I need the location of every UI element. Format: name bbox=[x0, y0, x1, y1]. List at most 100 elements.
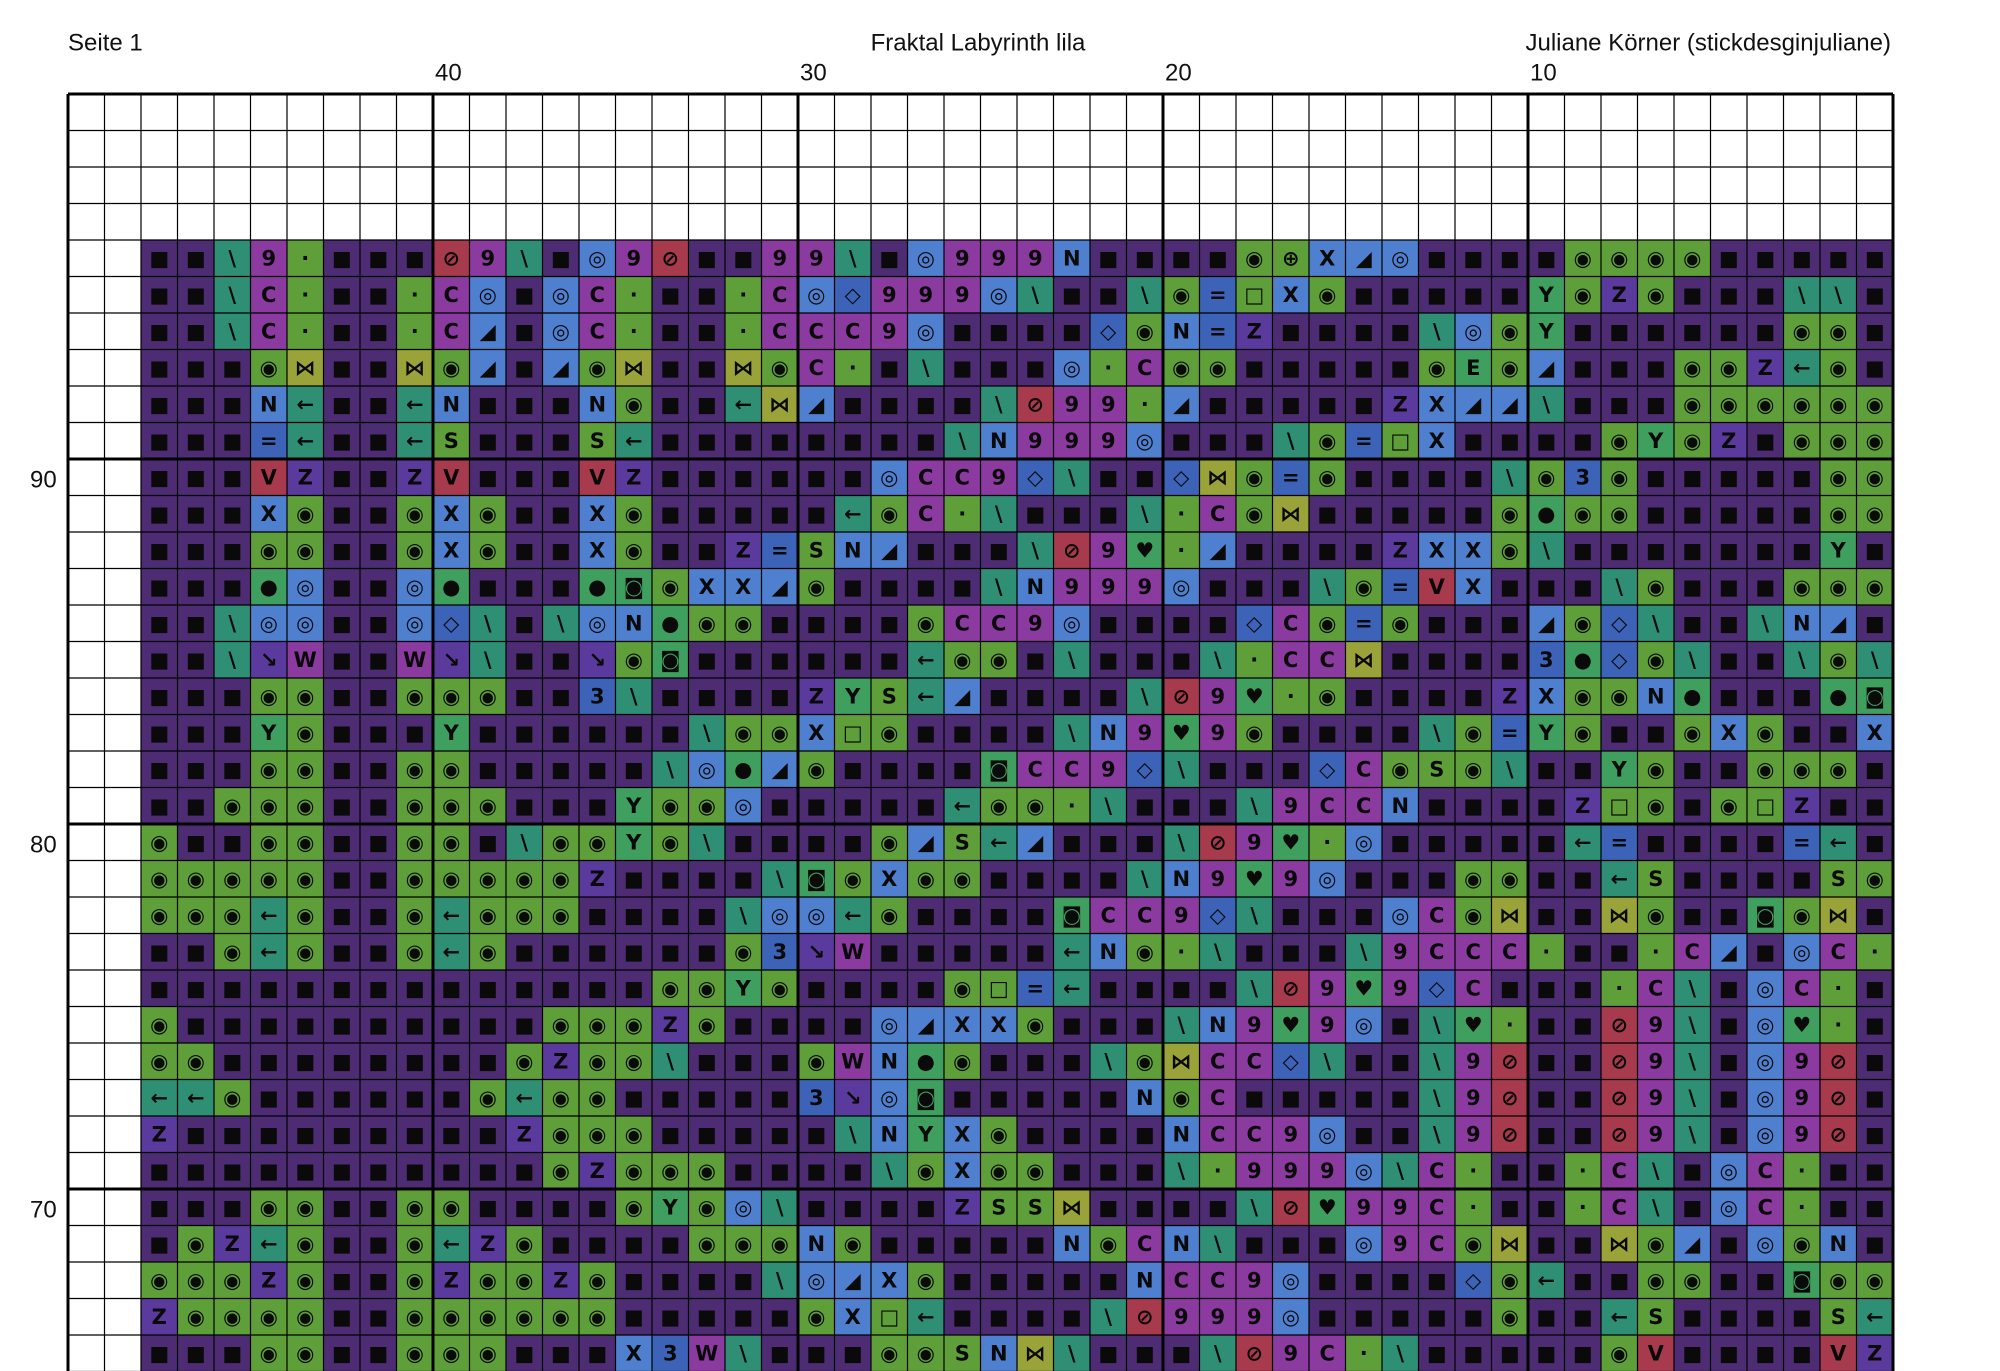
stitch-cell bbox=[469, 714, 506, 751]
stitch-cell bbox=[469, 1006, 506, 1043]
stitch-cell bbox=[1564, 933, 1601, 970]
stitch-cell bbox=[1820, 970, 1857, 1007]
stitch-cell bbox=[287, 1152, 324, 1189]
stitch-cell bbox=[725, 1262, 762, 1299]
stitch-cell bbox=[1710, 824, 1747, 861]
stitch-cell bbox=[1455, 1152, 1492, 1189]
stitch-cell bbox=[1126, 933, 1163, 970]
stitch-cell bbox=[396, 605, 433, 642]
stitch-cell bbox=[360, 459, 397, 496]
stitch-cell bbox=[907, 349, 944, 386]
stitch-cell bbox=[1236, 276, 1273, 313]
stitch-cell bbox=[761, 1116, 798, 1153]
stitch-cell bbox=[1783, 605, 1820, 642]
stitch-cell bbox=[1601, 1043, 1638, 1080]
stitch-cell bbox=[1856, 568, 1893, 605]
stitch-cell bbox=[360, 933, 397, 970]
stitch-cell bbox=[980, 1043, 1017, 1080]
stitch-cell bbox=[579, 751, 616, 788]
stitch-cell bbox=[396, 1335, 433, 1371]
stitch-cell bbox=[1309, 970, 1346, 1007]
stitch-cell bbox=[1710, 349, 1747, 386]
stitch-cell bbox=[871, 1043, 908, 1080]
stitch-cell bbox=[141, 422, 178, 459]
stitch-cell bbox=[1309, 532, 1346, 569]
stitch-cell bbox=[1017, 1152, 1054, 1189]
stitch-cell bbox=[1491, 641, 1528, 678]
stitch-cell bbox=[1345, 897, 1382, 934]
stitch-cell bbox=[1637, 568, 1674, 605]
stitch-cell bbox=[944, 459, 981, 496]
stitch-cell bbox=[907, 787, 944, 824]
stitch-cell bbox=[1090, 751, 1127, 788]
stitch-cell bbox=[141, 532, 178, 569]
stitch-cell bbox=[1090, 824, 1127, 861]
stitch-cell bbox=[250, 1335, 287, 1371]
stitch-cell bbox=[177, 641, 214, 678]
stitch-cell bbox=[834, 678, 871, 715]
stitch-cell bbox=[1163, 1189, 1200, 1226]
stitch-cell bbox=[1528, 1043, 1565, 1080]
stitch-cell bbox=[1382, 1189, 1419, 1226]
stitch-cell bbox=[1090, 1006, 1127, 1043]
stitch-cell bbox=[688, 349, 725, 386]
stitch-cell bbox=[469, 970, 506, 1007]
stitch-cell bbox=[615, 1298, 652, 1335]
stitch-cell bbox=[980, 1298, 1017, 1335]
stitch-cell bbox=[469, 824, 506, 861]
stitch-cell bbox=[1017, 276, 1054, 313]
stitch-cell bbox=[980, 1116, 1017, 1153]
stitch-cell bbox=[907, 970, 944, 1007]
stitch-cell bbox=[798, 1079, 835, 1116]
stitch-cell bbox=[1090, 568, 1127, 605]
stitch-cell bbox=[396, 532, 433, 569]
stitch-cell bbox=[396, 276, 433, 313]
stitch-cell bbox=[1236, 386, 1273, 423]
stitch-cell bbox=[1455, 1262, 1492, 1299]
stitch-cell bbox=[1163, 751, 1200, 788]
stitch-cell bbox=[1345, 1152, 1382, 1189]
stitch-cell bbox=[579, 970, 616, 1007]
stitch-cell bbox=[1710, 422, 1747, 459]
stitch-cell bbox=[542, 495, 579, 532]
stitch-cell bbox=[1236, 313, 1273, 350]
stitch-cell bbox=[1783, 1189, 1820, 1226]
stitch-cell bbox=[287, 1225, 324, 1262]
stitch-cell bbox=[177, 860, 214, 897]
stitch-cell bbox=[1564, 678, 1601, 715]
stitch-cell bbox=[1491, 714, 1528, 751]
stitch-cell bbox=[1710, 714, 1747, 751]
stitch-cell bbox=[1236, 641, 1273, 678]
stitch-cell bbox=[1783, 422, 1820, 459]
stitch-cell bbox=[1017, 240, 1054, 277]
stitch-cell bbox=[579, 349, 616, 386]
stitch-cell bbox=[944, 1298, 981, 1335]
stitch-cell bbox=[469, 568, 506, 605]
stitch-cell bbox=[1272, 1298, 1309, 1335]
stitch-cell bbox=[1017, 714, 1054, 751]
stitch-cell bbox=[1345, 313, 1382, 350]
stitch-cell bbox=[1236, 532, 1273, 569]
stitch-cell bbox=[396, 751, 433, 788]
stitch-cell bbox=[1710, 1152, 1747, 1189]
stitch-cell bbox=[1382, 532, 1419, 569]
stitch-cell bbox=[1053, 1225, 1090, 1262]
stitch-cell bbox=[506, 860, 543, 897]
stitch-cell bbox=[1382, 1335, 1419, 1371]
stitch-cell bbox=[506, 605, 543, 642]
stitch-cell bbox=[1345, 1079, 1382, 1116]
stitch-cell bbox=[1455, 824, 1492, 861]
stitch-cell bbox=[615, 1335, 652, 1371]
stitch-cell bbox=[433, 605, 470, 642]
stitch-cell bbox=[1601, 1152, 1638, 1189]
stitch-cell bbox=[506, 1116, 543, 1153]
stitch-cell bbox=[214, 495, 251, 532]
stitch-cell bbox=[433, 1262, 470, 1299]
stitch-cell bbox=[360, 349, 397, 386]
stitch-cell bbox=[1856, 532, 1893, 569]
stitch-cell bbox=[1382, 1043, 1419, 1080]
stitch-cell bbox=[1345, 933, 1382, 970]
stitch-cell bbox=[542, 824, 579, 861]
stitch-cell bbox=[1491, 1152, 1528, 1189]
stitch-cell bbox=[214, 313, 251, 350]
